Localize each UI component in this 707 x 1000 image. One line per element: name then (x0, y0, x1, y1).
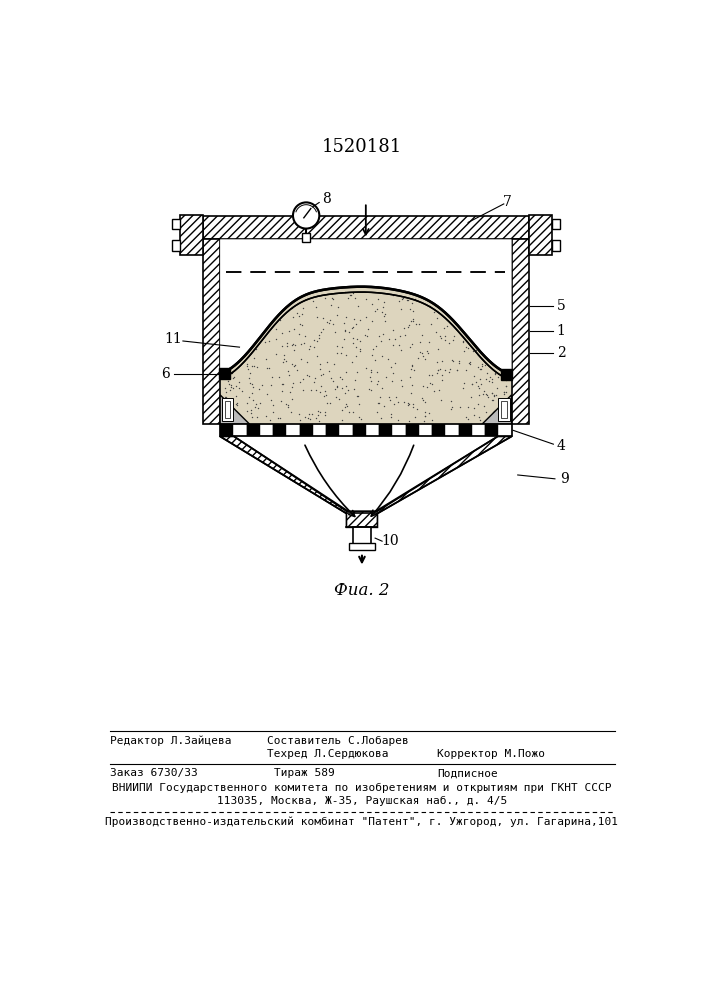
Bar (552, 240, 559, 251)
Bar (485, 424, 498, 436)
Bar (498, 398, 510, 421)
Bar (233, 424, 247, 436)
Bar (379, 424, 392, 436)
Bar (260, 424, 273, 436)
Bar (339, 424, 353, 436)
Text: Тираж 589: Тираж 589 (274, 768, 335, 778)
Text: Корректор М.Пожо: Корректор М.Пожо (437, 749, 545, 759)
Text: Техред Л.Сердюкова: Техред Л.Сердюкова (267, 749, 388, 759)
Bar (247, 424, 260, 436)
Text: 113035, Москва, Ж-35, Раушская наб., д. 4/5: 113035, Москва, Ж-35, Раушская наб., д. … (217, 796, 507, 806)
Text: 8: 8 (322, 192, 331, 206)
Polygon shape (220, 287, 512, 424)
Text: 2: 2 (556, 346, 566, 360)
Text: ВНИИПИ Государственного комитета по изобретениям и открытиям при ГКНТ СССР: ВНИИПИ Государственного комитета по изоб… (112, 783, 612, 793)
Text: Фиа. 2: Фиа. 2 (334, 582, 390, 599)
Circle shape (293, 202, 320, 229)
Bar (459, 424, 472, 436)
Bar (220, 424, 233, 436)
Bar (501, 369, 513, 380)
Bar (225, 401, 230, 418)
Text: 10: 10 (381, 534, 399, 548)
Text: Редактор Л.Зайцева: Редактор Л.Зайцева (110, 736, 232, 746)
Bar (445, 424, 459, 436)
Polygon shape (220, 239, 512, 375)
Bar (512, 239, 529, 424)
Bar (273, 424, 286, 436)
Bar (432, 424, 445, 436)
Text: 1: 1 (556, 324, 566, 338)
Bar (220, 424, 512, 436)
Text: Производственно-издательский комбинат "Патент", г. Ужгород, ул. Гагарина,101: Производственно-издательский комбинат "П… (105, 817, 619, 827)
Bar (172, 219, 180, 229)
Text: 1520181: 1520181 (322, 138, 402, 156)
Bar (349, 543, 375, 550)
Bar (472, 424, 485, 436)
Bar (353, 424, 366, 436)
Text: 9: 9 (560, 472, 568, 486)
Bar (300, 424, 312, 436)
Bar (180, 215, 203, 255)
Text: 4: 4 (556, 439, 566, 453)
Polygon shape (482, 395, 512, 424)
Text: 6: 6 (161, 367, 170, 381)
Bar (552, 219, 559, 229)
Text: Заказ 6730/33: Заказ 6730/33 (110, 768, 198, 778)
Bar (222, 398, 233, 421)
Bar (406, 424, 419, 436)
Text: 7: 7 (503, 195, 511, 209)
Bar (219, 368, 230, 379)
Bar (326, 424, 339, 436)
Bar (203, 216, 529, 239)
Bar (303, 233, 310, 242)
Bar (419, 424, 432, 436)
Bar (501, 401, 507, 418)
Bar (529, 215, 552, 255)
Bar (172, 240, 180, 251)
Text: Составитель С.Лобарев: Составитель С.Лобарев (267, 736, 409, 746)
Bar (392, 424, 406, 436)
Bar (366, 424, 379, 436)
Bar (498, 424, 512, 436)
Text: 11: 11 (165, 332, 182, 346)
Text: 5: 5 (556, 299, 566, 313)
Bar (286, 424, 300, 436)
Bar (203, 239, 220, 424)
Bar (312, 424, 326, 436)
Polygon shape (220, 436, 512, 527)
Text: Подписное: Подписное (437, 768, 498, 778)
Polygon shape (220, 395, 250, 424)
Bar (353, 527, 371, 550)
